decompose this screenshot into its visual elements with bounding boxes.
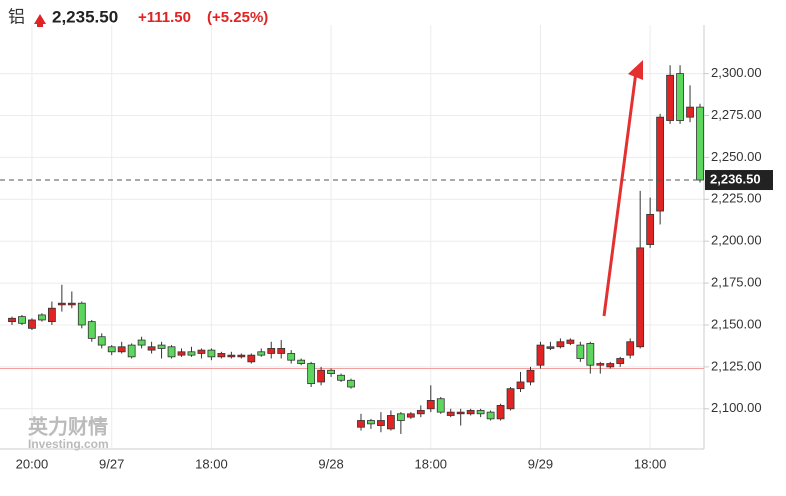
x-tick-label: 9/29: [528, 456, 553, 471]
y-tick-label: 2,125.00: [711, 358, 762, 373]
y-tick-label: 2,175.00: [711, 275, 762, 290]
candle-body: [626, 341, 635, 356]
candle-body: [656, 116, 665, 212]
candle-body: [646, 213, 655, 245]
x-tick-label: 18:00: [195, 456, 228, 471]
candle-body: [676, 73, 684, 121]
x-tick-label: 18:00: [415, 456, 448, 471]
candle-body: [446, 411, 455, 416]
candle-body: [8, 317, 16, 323]
candle-body: [87, 321, 96, 339]
candle-body: [287, 353, 296, 361]
candle-body: [357, 420, 365, 428]
x-tick-label: 18:00: [634, 456, 667, 471]
candle-body: [247, 354, 256, 363]
candle-body: [596, 363, 605, 366]
annotation-arrow: [602, 71, 638, 317]
candle-body: [307, 363, 316, 385]
candle-body: [137, 339, 146, 346]
candle-body: [666, 74, 674, 121]
candle-body: [586, 343, 595, 366]
candle-body: [536, 344, 545, 366]
candle-body: [436, 398, 445, 413]
candle-body: [556, 341, 565, 348]
candle-body: [606, 363, 615, 368]
candle-body: [337, 374, 345, 381]
watermark-site: Investing.com: [28, 437, 109, 451]
candle-body: [377, 420, 385, 426]
candle-body: [456, 411, 465, 415]
candle-body: [416, 410, 425, 415]
candle-body: [127, 344, 136, 358]
candle-body: [18, 316, 26, 324]
candle-body: [177, 351, 186, 356]
candle-body: [486, 411, 495, 420]
candle-body: [157, 344, 166, 349]
candle-body: [297, 359, 306, 364]
y-tick-label: 2,200.00: [711, 233, 762, 248]
candle-body: [267, 348, 276, 354]
candle-body: [197, 349, 206, 354]
candle-body: [576, 344, 585, 359]
price: 2,235.50: [52, 7, 118, 26]
watermark-brand: 英力财情: [28, 414, 108, 438]
y-tick-label: 2,100.00: [711, 400, 762, 415]
candle-body: [277, 348, 286, 354]
candle-body: [217, 353, 226, 358]
candle-body: [107, 346, 116, 353]
candle-body: [97, 336, 106, 346]
candle-body: [227, 354, 236, 358]
candle-body: [237, 354, 246, 358]
annotation-arrow-head: [628, 60, 643, 80]
x-tick-label: 20:00: [16, 456, 49, 471]
y-tick-label: 2,225.00: [711, 191, 762, 206]
candle-body: [616, 358, 625, 364]
y-tick-label: 2,300.00: [711, 65, 762, 80]
candle-body: [67, 302, 76, 306]
candle-body: [47, 307, 56, 323]
candle-body: [496, 405, 505, 420]
candle-body: [516, 381, 525, 390]
candle-body: [386, 415, 395, 430]
candle-body: [696, 106, 704, 181]
x-tick-label: 9/27: [99, 456, 124, 471]
candle-body: [57, 302, 66, 306]
y-tick-label: 2,150.00: [711, 316, 762, 331]
candle-body: [406, 413, 415, 418]
candle-body: [526, 369, 535, 383]
candle-body: [396, 413, 405, 421]
candle-body: [187, 351, 196, 356]
candle-body: [257, 351, 266, 356]
change: +111.50: [138, 9, 191, 26]
candle-body: [367, 420, 375, 425]
candle-body: [686, 106, 694, 118]
change-pct: (+5.25%): [207, 9, 268, 26]
y-tick-label: 2,250.00: [711, 149, 762, 164]
candle-body: [636, 247, 645, 348]
candle-body: [566, 339, 575, 344]
candle-body: [506, 388, 515, 410]
candle-body: [347, 379, 355, 388]
candle-body: [167, 346, 176, 358]
last-price-box: [705, 170, 773, 191]
candle-body: [207, 349, 216, 358]
candle-body: [117, 346, 126, 353]
candle-body: [466, 410, 475, 415]
candle-body: [317, 369, 326, 383]
candle-body: [38, 314, 46, 321]
last-price-label: 2,236.50: [710, 171, 761, 186]
up-icon: [34, 14, 46, 27]
candle-body: [77, 302, 86, 326]
candle-body: [327, 369, 335, 374]
symbol: 铝: [8, 7, 25, 26]
candle-body: [546, 346, 555, 349]
y-tick-label: 2,275.00: [711, 107, 762, 122]
x-tick-label: 9/28: [318, 456, 343, 471]
candle-body: [476, 410, 485, 415]
candle-body: [28, 319, 36, 329]
candle-body: [426, 399, 435, 410]
candle-body: [147, 346, 156, 351]
